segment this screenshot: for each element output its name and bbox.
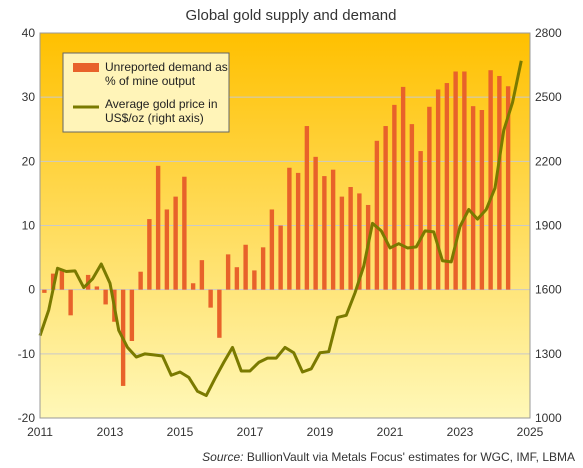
x-tick-label-4: 2019: [307, 425, 334, 439]
bar-13: [155, 165, 161, 290]
x-tick-label-0: 2011: [27, 425, 53, 439]
bar-48: [462, 71, 467, 290]
legend: Unreported demand as % of mine output Av…: [62, 52, 231, 133]
bar-24: [252, 270, 257, 290]
bar-40: [392, 104, 397, 290]
bar-31: [313, 156, 318, 290]
bar-0: [42, 289, 47, 293]
source-note: Source: BullionVault via Metals Focus' e…: [202, 450, 575, 464]
bar-16: [182, 176, 187, 290]
bar-26: [269, 209, 275, 290]
left-tick-label-6: 40: [22, 26, 36, 40]
bar-17: [190, 283, 196, 290]
bar-47: [453, 71, 458, 290]
right-tick-label-4: 2200: [535, 154, 562, 168]
bar-27: [278, 225, 283, 290]
bar-39: [383, 126, 388, 290]
bar-50: [479, 110, 485, 290]
bar-11: [138, 271, 143, 290]
left-tick-label-5: 30: [22, 90, 36, 104]
legend-line-label: Average gold price in US$/oz (right axis…: [105, 97, 221, 125]
x-tick-label-2: 2015: [167, 425, 194, 439]
bar-12: [147, 219, 152, 290]
bar-52: [497, 75, 502, 290]
bar-25: [260, 247, 266, 290]
bar-series: [42, 70, 520, 386]
gold-price-line: [38, 60, 523, 398]
left-tick-label-0: -20: [18, 411, 36, 425]
bar-19: [208, 289, 213, 308]
legend-bar-swatch: [73, 63, 99, 72]
bar-53: [505, 86, 511, 290]
x-tick-label-1: 2013: [97, 425, 124, 439]
left-tick-label-1: -10: [18, 347, 36, 361]
bar-45: [435, 89, 441, 290]
x-tick-label-3: 2017: [237, 425, 264, 439]
right-tick-label-6: 2800: [535, 26, 562, 40]
bar-42: [409, 124, 415, 290]
bar-44: [427, 106, 432, 290]
bar-7: [103, 289, 108, 305]
bar-14: [164, 209, 170, 290]
legend-bar-label: Unreported demand as % of mine output: [105, 60, 231, 88]
x-tick-label-7: 2025: [517, 425, 544, 439]
x-tick-label-6: 2023: [447, 425, 474, 439]
bar-49: [470, 106, 476, 290]
left-tick-label-4: 20: [22, 154, 36, 168]
right-tick-label-5: 2500: [535, 90, 562, 104]
plot-border: [39, 32, 531, 419]
left-axis: -20 -10 0 10 20 30 40: [18, 26, 36, 425]
right-tick-label-3: 1900: [535, 219, 562, 233]
bar-22: [234, 267, 240, 290]
bar-2: [59, 270, 65, 290]
bar-15: [173, 196, 178, 290]
right-tick-label-2: 1600: [535, 283, 562, 297]
left-tick-label-3: 10: [22, 219, 36, 233]
bar-34: [339, 196, 345, 290]
bar-21: [225, 254, 231, 290]
bar-28: [287, 167, 292, 290]
bar-30: [304, 126, 310, 290]
bar-46: [444, 83, 450, 290]
bar-6: [94, 286, 100, 290]
bar-36: [357, 193, 362, 290]
bar-29: [295, 172, 301, 290]
right-tick-label-0: 1000: [535, 411, 562, 425]
bar-51: [488, 70, 493, 290]
bar-3: [68, 289, 73, 316]
bar-18: [199, 260, 205, 290]
bar-41: [400, 86, 406, 290]
bar-38: [374, 140, 380, 290]
right-tick-label-1: 1300: [535, 347, 562, 361]
bar-43: [418, 151, 423, 290]
x-axis: 2011 2013 2015 2017 2019 2021 2023 2025: [27, 425, 544, 439]
bar-10: [129, 289, 135, 341]
bar-20: [217, 289, 222, 338]
bar-32: [322, 176, 327, 290]
bar-35: [348, 187, 353, 290]
right-axis: 1000 1300 1600 1900 2200 2500 2800: [535, 26, 562, 425]
left-tick-label-2: 0: [28, 283, 35, 297]
chart-title: Global gold supply and demand: [186, 7, 397, 24]
x-tick-label-5: 2021: [377, 425, 404, 439]
bar-23: [243, 244, 248, 290]
bar-33: [330, 169, 336, 290]
bar-1: [50, 273, 56, 290]
